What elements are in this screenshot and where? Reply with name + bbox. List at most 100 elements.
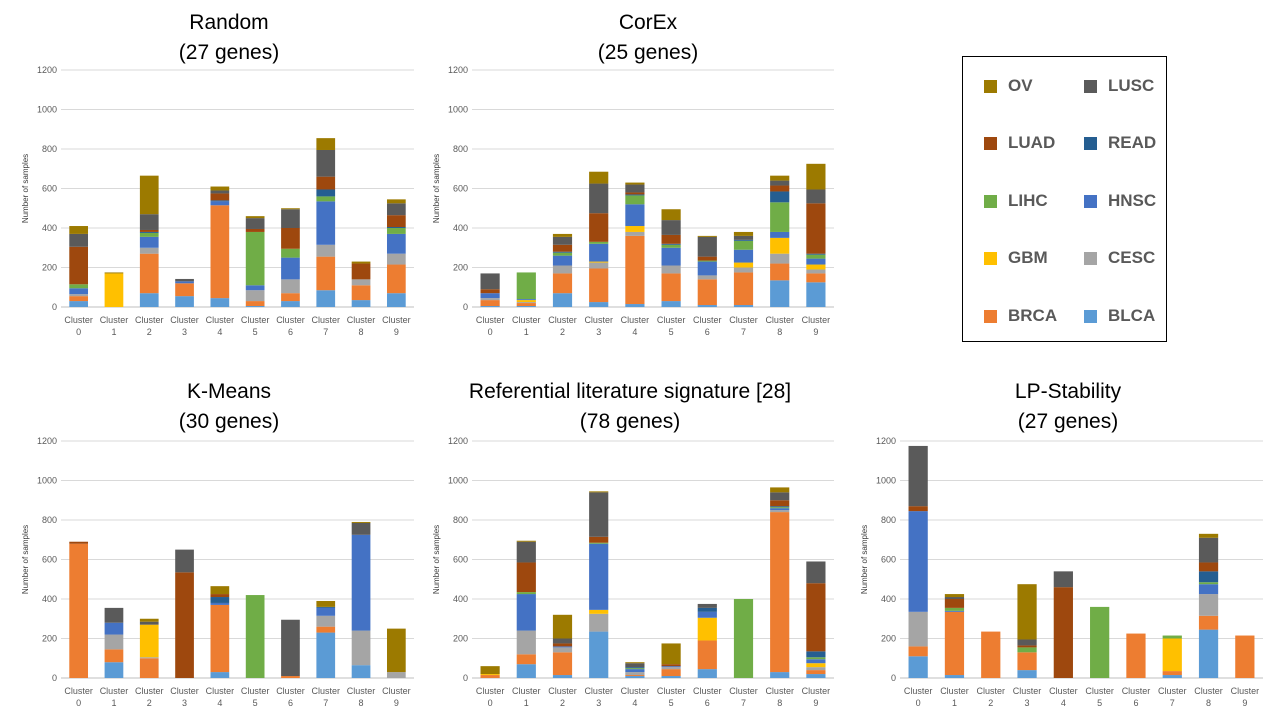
bar-segment-ov	[806, 163, 826, 190]
bar-segment-lihc	[625, 668, 645, 670]
x-tick-label-number: 6	[705, 698, 710, 708]
bar-segment-lusc	[770, 492, 790, 501]
bar-segment-ov	[386, 628, 406, 673]
x-tick-label-word: Cluster	[1158, 686, 1187, 696]
bar-segment-blca	[210, 672, 230, 678]
x-tick-label-number: 9	[813, 327, 818, 337]
bar-segment-cesc	[1198, 594, 1219, 616]
bar-segment-blca	[139, 293, 159, 307]
bar-segment-lusc	[480, 273, 500, 290]
bar-segment-hnsc	[733, 249, 754, 263]
bar-segment-blca	[69, 301, 89, 307]
x-tick-label-word: Cluster	[548, 686, 577, 696]
bar-segment-blca	[351, 300, 371, 307]
bar-segment-cesc	[908, 611, 928, 647]
panel-title-line2: (25 genes)	[597, 41, 699, 64]
bar-segment-brca	[552, 652, 573, 676]
y-tick-label: 1000	[37, 105, 57, 115]
x-tick-label-number: 7	[741, 327, 746, 337]
bar-segment-luad	[589, 536, 609, 543]
x-tick-label-number: 3	[596, 698, 601, 708]
y-tick-label: 1000	[448, 476, 468, 486]
bar-segment-hnsc	[210, 602, 230, 605]
x-tick-label-number: 5	[669, 327, 674, 337]
bar-segment-hnsc	[806, 659, 826, 664]
bar-segment-blca	[516, 306, 536, 307]
bar-segment-blca	[386, 293, 406, 307]
legend: OV LUSC LUAD READ LIHC HNSC GBM CESC BRC…	[962, 56, 1167, 342]
panel-title-random: Random (27 genes)	[19, 8, 439, 68]
x-tick-label-word: Cluster	[976, 686, 1005, 696]
bar-segment-blca	[1017, 670, 1037, 678]
bar-segment-lusc	[139, 621, 159, 625]
bar-segment-brca	[806, 273, 826, 283]
bar-segment-blca	[625, 676, 645, 678]
bar-segment-luad	[1017, 645, 1037, 648]
bar-segment-brca	[697, 279, 717, 306]
bar-segment-lusc	[661, 220, 681, 235]
x-tick-label-word: Cluster	[311, 686, 340, 696]
bar-segment-luad	[480, 289, 500, 294]
bar-segment-brca	[908, 646, 928, 657]
bar-segment-hnsc	[770, 508, 790, 511]
bar-segment-brca	[1126, 633, 1146, 678]
y-axis-title: Number of samples	[21, 154, 30, 223]
bar-segment-ov	[552, 233, 573, 237]
x-tick-label-number: 7	[323, 698, 328, 708]
bar-segment-blca	[245, 306, 265, 307]
legend-label: BLCA	[1108, 306, 1156, 325]
legend-item-luad: LUAD	[984, 133, 1055, 153]
bar-segment-blca	[697, 669, 717, 678]
y-tick-label: 1200	[37, 436, 57, 446]
bar-segment-lusc	[552, 236, 573, 245]
bar-segment-ov	[386, 199, 406, 204]
bar-segment-luad	[908, 506, 928, 512]
x-tick-label-word: Cluster	[64, 315, 93, 325]
bar-segment-read	[733, 239, 754, 241]
x-tick-label-number: 1	[952, 698, 957, 708]
legend-item-read: READ	[1084, 133, 1156, 153]
bar-segment-brca	[386, 264, 406, 294]
y-tick-label: 600	[42, 184, 57, 194]
y-tick-label: 800	[453, 515, 468, 525]
bar-segment-cesc	[386, 672, 406, 678]
bar-segment-gbm	[1162, 638, 1182, 672]
bar-segment-cesc	[625, 231, 645, 236]
bar-segment-cesc	[516, 630, 536, 655]
bar-segment-luad	[69, 246, 89, 285]
bar-segment-lihc	[733, 599, 754, 678]
bar-segment-lihc	[516, 272, 536, 300]
x-tick-label-word: Cluster	[241, 315, 270, 325]
x-tick-label-number: 7	[741, 698, 746, 708]
bar-segment-brca	[351, 285, 371, 301]
x-tick-label-word: Cluster	[729, 686, 758, 696]
legend-item-cesc: CESC	[1084, 248, 1155, 268]
bar-segment-brca	[625, 235, 645, 305]
bar-segment-brca	[589, 268, 609, 303]
x-tick-label-number: 8	[359, 327, 364, 337]
bar-segment-blca	[589, 302, 609, 307]
y-tick-label: 800	[453, 144, 468, 154]
bar-segment-blca	[552, 675, 573, 678]
bar-segment-blca	[516, 664, 536, 678]
x-tick-label-word: Cluster	[693, 686, 722, 696]
x-tick-label-number: 2	[988, 698, 993, 708]
bar-segment-lusc	[316, 149, 336, 177]
bar-segment-luad	[806, 203, 826, 254]
bar-segment-read	[386, 227, 406, 228]
y-tick-label: 1200	[448, 436, 468, 446]
bar-segment-lihc	[552, 252, 573, 256]
y-tick-label: 1200	[37, 65, 57, 75]
bar-segment-hnsc	[104, 622, 124, 635]
bar-segment-brca	[69, 543, 89, 678]
bar-segment-brca	[139, 658, 159, 678]
x-tick-label-number: 0	[488, 698, 493, 708]
bar-segment-blca	[1198, 629, 1219, 678]
bar-segment-ov	[104, 272, 124, 274]
chart-panel-1: 0 200 400 600 800 1000 1200 Number of samples Cl…	[432, 65, 834, 337]
y-axis-title: Number of samples	[21, 525, 30, 594]
bar-segment-gbm	[589, 261, 609, 263]
bar-segment-cesc	[351, 279, 371, 286]
x-tick-label-number: 3	[182, 327, 187, 337]
x-tick-label-word: Cluster	[584, 315, 613, 325]
